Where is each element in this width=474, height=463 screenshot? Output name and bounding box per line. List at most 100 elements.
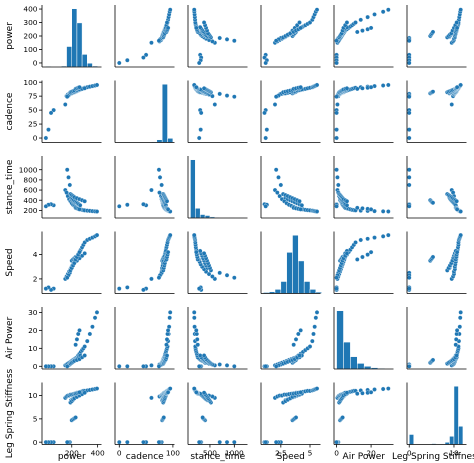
- y-tick-label: 800: [23, 175, 37, 184]
- scatter-point: [196, 286, 202, 291]
- scatter-point: [67, 182, 73, 188]
- scatter-point: [48, 110, 54, 116]
- scatter-point: [430, 357, 436, 363]
- scatter-point: [94, 82, 100, 88]
- scatter-point: [406, 127, 412, 132]
- scatter-point: [82, 198, 87, 204]
- scatter-point: [277, 193, 282, 199]
- y-tick-label: 0: [33, 59, 38, 68]
- scatter-point: [453, 342, 459, 347]
- scatter-point: [344, 20, 350, 25]
- scatter-point: [196, 364, 202, 369]
- scatter-point: [77, 390, 82, 395]
- scatter-point: [77, 207, 82, 212]
- scatter-point: [372, 235, 377, 240]
- scatter-point: [191, 7, 197, 12]
- scatter-point: [212, 102, 218, 107]
- scatter-point: [167, 315, 172, 321]
- scatter-point: [334, 204, 339, 209]
- hist-bar: [449, 436, 455, 445]
- scatter-point: [312, 324, 317, 330]
- scatter-point: [310, 338, 315, 344]
- scatter-point: [273, 439, 279, 445]
- scatter-point: [454, 328, 460, 333]
- scatter-point: [406, 364, 412, 369]
- scatter-point: [334, 110, 339, 116]
- scatter-point: [149, 363, 154, 368]
- hist-bar: [71, 8, 78, 68]
- scatter-point: [355, 205, 360, 211]
- scatter-point: [334, 38, 339, 43]
- scatter-point: [82, 390, 87, 396]
- scatter-point: [353, 240, 358, 245]
- scatter-point: [314, 209, 320, 214]
- scatter-point: [201, 353, 207, 358]
- scatter-point: [164, 337, 170, 342]
- scatter-point: [430, 89, 436, 94]
- scatter-point: [77, 328, 82, 333]
- scatter-point: [217, 91, 222, 97]
- scatter-point: [43, 286, 49, 291]
- scatter-point: [74, 337, 80, 342]
- scatter-point: [85, 338, 90, 344]
- scatter-point: [344, 203, 350, 208]
- hist-bar: [408, 434, 414, 445]
- y-tick-label: 200: [23, 32, 37, 41]
- scatter-point: [293, 337, 299, 342]
- x-tick-label: 0: [407, 449, 412, 458]
- scatter-point: [406, 94, 412, 99]
- x-tick-label: 0: [117, 449, 122, 458]
- scatter-point: [457, 324, 463, 330]
- y-tick-label: 600: [23, 186, 37, 195]
- scatter-point: [314, 7, 320, 12]
- scatter-point: [386, 232, 391, 238]
- scatter-point: [141, 287, 146, 293]
- hist-bar: [453, 385, 459, 445]
- scatter-point: [353, 20, 358, 25]
- scatter-point: [157, 175, 163, 180]
- x-axis-label: stance_time: [190, 452, 245, 462]
- scatter-point: [94, 310, 100, 315]
- scatter-point: [73, 415, 78, 420]
- scatter-point: [406, 182, 412, 188]
- scatter-point: [458, 82, 463, 88]
- scatter-point: [125, 285, 130, 290]
- hist-bar: [280, 281, 287, 294]
- scatter-point: [217, 35, 222, 41]
- scatter-point: [406, 60, 412, 66]
- scatter-point: [51, 107, 56, 113]
- scatter-point: [454, 353, 459, 358]
- y-axis-label: Air Power: [5, 316, 15, 359]
- x-axis-label: power: [58, 452, 86, 462]
- scatter-point: [275, 190, 280, 195]
- scatter-point: [311, 331, 316, 337]
- scatter-point: [314, 386, 320, 391]
- hist-bar: [274, 289, 282, 294]
- scatter-point: [232, 364, 237, 369]
- scatter-point: [386, 7, 391, 12]
- hist-bar: [161, 83, 168, 143]
- scatter-point: [263, 60, 268, 66]
- scatter-point: [194, 390, 199, 395]
- scatter-point: [43, 439, 49, 445]
- scatter-point: [165, 25, 171, 31]
- scatter-point: [224, 273, 230, 278]
- scatter-point: [273, 38, 279, 43]
- scatter-point: [360, 86, 365, 91]
- hist-bar: [303, 281, 311, 294]
- scatter-point: [196, 439, 202, 445]
- scatter-point: [167, 386, 173, 391]
- scatter-point: [206, 271, 212, 277]
- scatter-point: [224, 37, 230, 42]
- hist-bar: [309, 289, 317, 294]
- y-tick-label: 5: [33, 414, 38, 423]
- y-tick-label: 10: [28, 391, 38, 400]
- scatter-point: [117, 204, 122, 209]
- y-tick-label: 1000: [19, 165, 38, 174]
- y-tick-label: 300: [23, 18, 37, 27]
- hist-bar: [350, 356, 358, 370]
- scatter-point: [355, 86, 360, 92]
- scatter-point: [273, 94, 279, 99]
- scatter-point: [293, 415, 299, 420]
